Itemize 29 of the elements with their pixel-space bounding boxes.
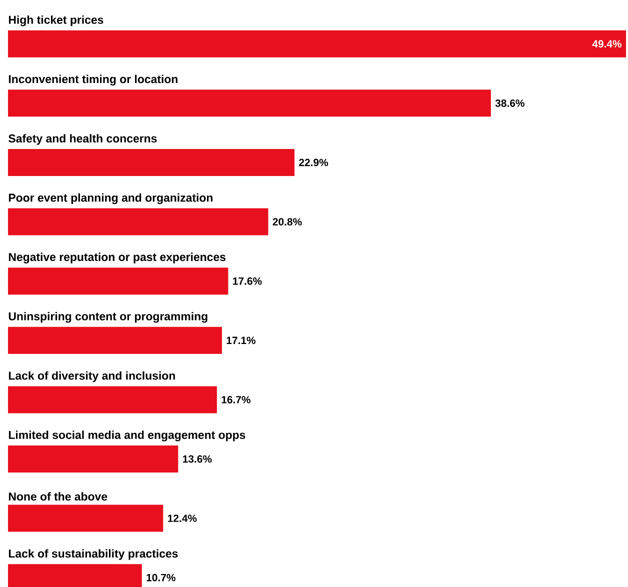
bar bbox=[8, 90, 491, 117]
y-tick-label: Uninspiring content or programming bbox=[8, 312, 208, 323]
bar bbox=[8, 30, 626, 58]
data-label: 17.1% bbox=[226, 336, 256, 344]
data-label: 12.4% bbox=[168, 514, 197, 522]
bar bbox=[8, 386, 217, 414]
data-label: 20.8% bbox=[272, 218, 302, 226]
bar bbox=[8, 148, 294, 176]
bar bbox=[8, 326, 222, 354]
data-label: 17.6% bbox=[233, 277, 262, 285]
y-tick-label: Inconvenient timing or location bbox=[8, 74, 178, 86]
y-tick-label: High ticket prices bbox=[8, 15, 104, 26]
data-label: 10.7% bbox=[146, 574, 176, 582]
y-tick-label: Limited social media and engagement opps bbox=[8, 430, 246, 442]
bar bbox=[8, 504, 164, 532]
data-label: 22.9% bbox=[299, 158, 328, 166]
y-tick-label: Lack of diversity and inclusion bbox=[8, 371, 175, 382]
bar bbox=[8, 445, 178, 472]
data-label: 49.4% bbox=[592, 40, 622, 48]
y-tick-label: Safety and health concerns bbox=[8, 134, 157, 145]
y-tick-label: None of the above bbox=[8, 492, 108, 501]
bar bbox=[8, 268, 228, 295]
y-tick-label: Negative reputation or past experiences bbox=[8, 252, 226, 264]
data-label: 38.6% bbox=[495, 99, 524, 107]
y-tick-label: Poor event planning and organization bbox=[8, 193, 212, 204]
y-tick-label: Lack of sustainability practices bbox=[8, 549, 178, 560]
bar bbox=[8, 208, 268, 236]
data-label: 13.6% bbox=[182, 455, 212, 463]
data-label: 16.7% bbox=[222, 396, 250, 404]
